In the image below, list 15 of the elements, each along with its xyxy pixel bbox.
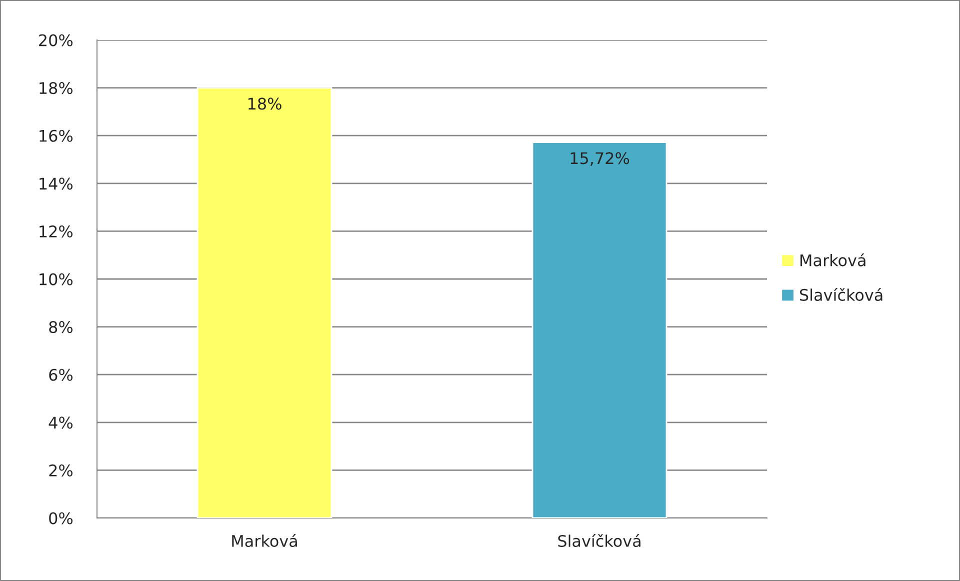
legend-label: Slavíčková [800, 288, 882, 301]
legend-label: Marková [800, 253, 866, 266]
y-tick-label: 12% [40, 225, 73, 238]
y-tick-label: 6% [49, 368, 73, 381]
y-tick-label: 2% [49, 464, 73, 476]
data-label: 18% [248, 98, 282, 110]
y-tick-label: 18% [40, 82, 73, 94]
y-tick-label: 10% [40, 273, 73, 286]
y-tick-label: 8% [49, 321, 73, 334]
y-tick-label: 0% [49, 512, 73, 524]
y-tick-label: 14% [40, 178, 73, 190]
y-tick-label: 16% [40, 130, 73, 142]
data-label: 15,72% [570, 152, 630, 166]
y-tick-label: 4% [48, 416, 73, 429]
y-tick-label: 20% [39, 34, 73, 46]
